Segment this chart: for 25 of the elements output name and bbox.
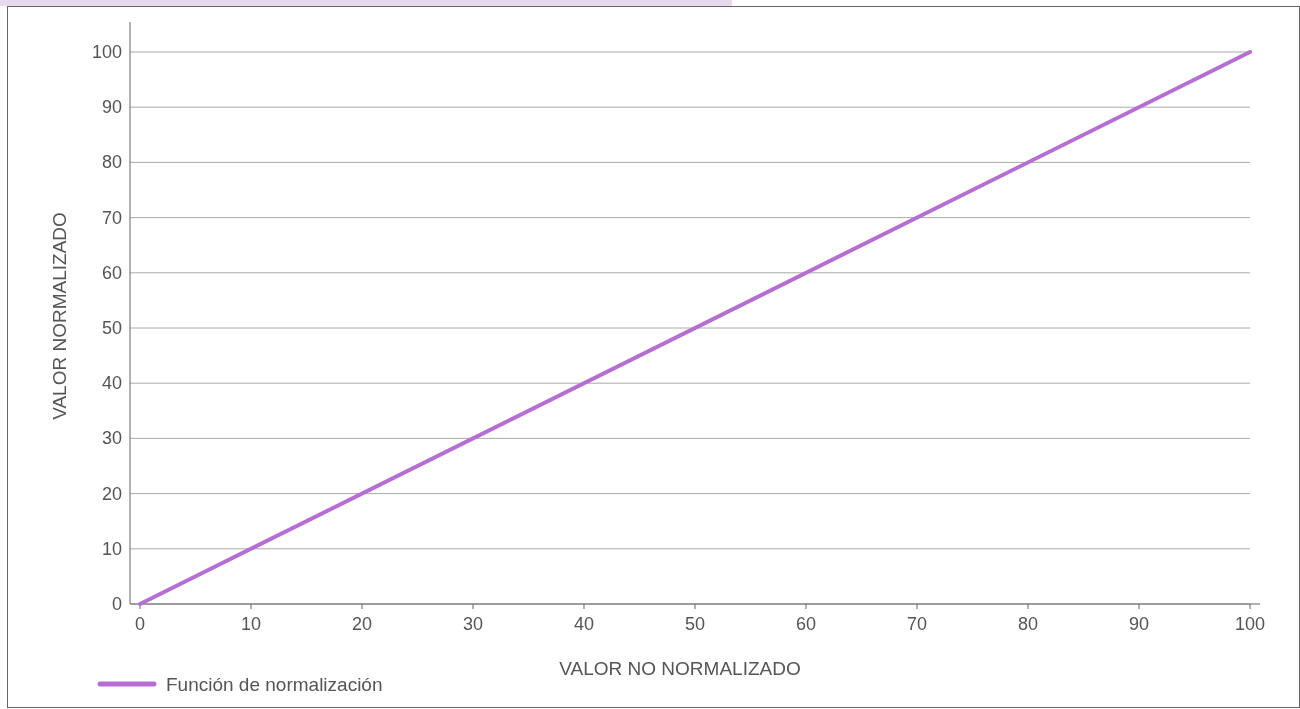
y-tick-label: 20 bbox=[101, 483, 122, 504]
x-tick-label: 70 bbox=[906, 614, 928, 634]
y-tick-label: 80 bbox=[101, 152, 122, 173]
legend-label: Función de normalización bbox=[166, 674, 383, 695]
x-tick-label: 90 bbox=[1128, 614, 1150, 634]
x-tick-label: 80 bbox=[1017, 614, 1039, 634]
y-axis-title: VALOR NORMALIZADO bbox=[49, 212, 70, 420]
x-tick-label: 50 bbox=[684, 614, 706, 634]
y-tick-label: 10 bbox=[101, 538, 122, 559]
x-tick-label: 60 bbox=[795, 614, 817, 634]
x-axis-title: VALOR NO NORMALIZADO bbox=[559, 658, 801, 679]
y-tick-label: 60 bbox=[101, 262, 122, 283]
y-tick-label: 50 bbox=[101, 318, 122, 338]
y-tick-label: 30 bbox=[101, 428, 122, 449]
y-tick-label: 100 bbox=[91, 42, 122, 62]
x-tick-label: 10 bbox=[240, 614, 262, 634]
x-tick-label: 30 bbox=[462, 614, 484, 634]
x-tick-label: 20 bbox=[351, 614, 373, 634]
x-tick-label: 0 bbox=[134, 614, 145, 634]
x-tick-label: 40 bbox=[573, 614, 595, 634]
y-tick-label: 90 bbox=[101, 97, 122, 118]
y-tick-label: 70 bbox=[101, 207, 122, 228]
y-tick-label: 40 bbox=[101, 373, 122, 394]
x-tick-label: 100 bbox=[1234, 614, 1266, 634]
y-tick-label: 0 bbox=[111, 594, 122, 614]
